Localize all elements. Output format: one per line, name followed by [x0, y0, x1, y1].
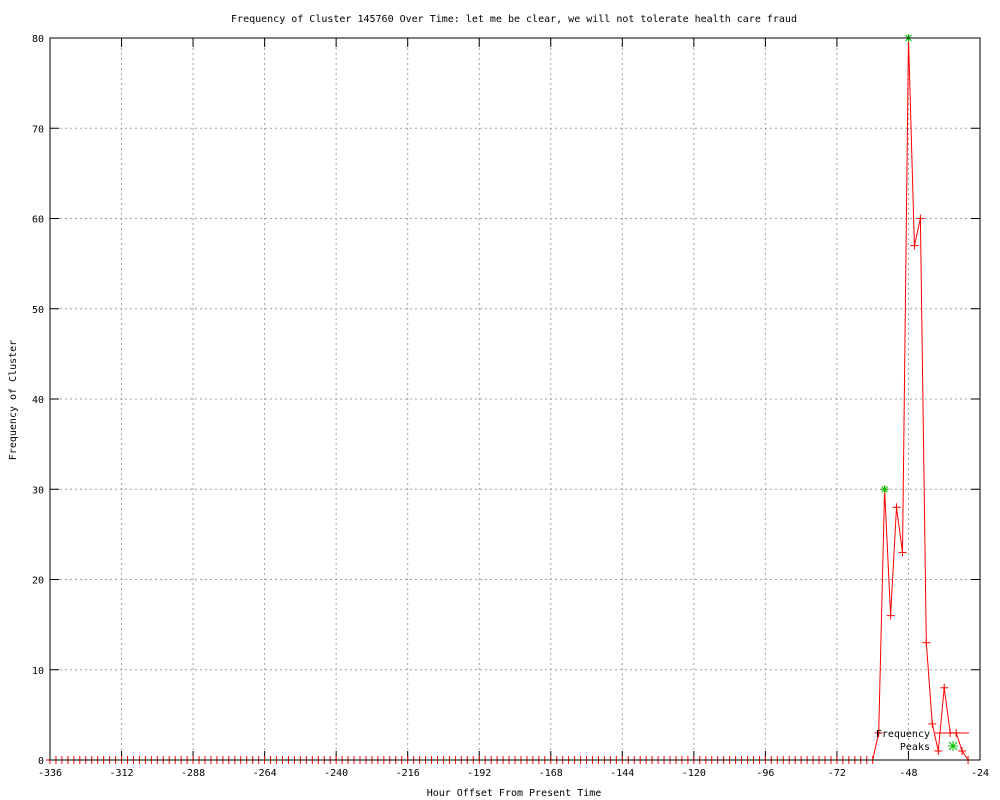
- frequency-point: [892, 503, 901, 512]
- frequency-point: [934, 746, 943, 755]
- frequency-point: [916, 214, 925, 223]
- axis-ticks: 0 10 20 30 40 50 60 70 80 -336 -312 -288 -264 -240 -21…: [32, 34, 989, 779]
- x-tick-label: -216: [396, 768, 420, 779]
- x-tick-label: -72: [828, 768, 846, 779]
- x-tick-label: -120: [682, 768, 706, 779]
- y-tick-label: 20: [32, 576, 44, 587]
- grid: [50, 38, 980, 760]
- x-tick-label: -192: [467, 768, 491, 779]
- y-tick-label: 40: [32, 395, 44, 406]
- y-tick-label: 30: [32, 485, 44, 496]
- chart-title: Frequency of Cluster 145760 Over Time: l…: [231, 14, 797, 25]
- y-tick-label: 80: [32, 34, 44, 45]
- legend: Frequency Peaks: [876, 729, 969, 753]
- frequency-point: [940, 683, 949, 692]
- frequency-point: [958, 746, 967, 755]
- legend-label-frequency: Frequency: [876, 729, 930, 740]
- x-tick-label: -312: [109, 768, 133, 779]
- x-tick-label: -48: [899, 768, 917, 779]
- series-layer: [46, 34, 973, 764]
- y-tick-label: 70: [32, 124, 44, 135]
- y-tick-label: 50: [32, 305, 44, 316]
- x-tick-label: -240: [324, 768, 348, 779]
- x-tick-label: -336: [38, 768, 62, 779]
- frequency-point: [874, 728, 883, 737]
- legend-key-peaks: [948, 741, 958, 751]
- y-tick-label: 0: [38, 756, 44, 767]
- plot-border: [49, 37, 981, 761]
- x-tick-label: -96: [756, 768, 774, 779]
- x-tick-label: -24: [971, 768, 989, 779]
- y-axis-label: Frequency of Cluster: [8, 340, 19, 460]
- x-tick-label: -264: [253, 768, 277, 779]
- legend-label-peaks: Peaks: [900, 742, 930, 753]
- frequency-point: [910, 241, 919, 250]
- frequency-point: [898, 548, 907, 557]
- y-tick-label: 10: [32, 666, 44, 677]
- x-tick-label: -288: [181, 768, 205, 779]
- frequency-point: [928, 719, 937, 728]
- peak-point: [880, 485, 889, 494]
- x-axis-label: Hour Offset From Present Time: [427, 788, 602, 799]
- frequency-point: [886, 611, 895, 620]
- x-tick-label: -168: [539, 768, 563, 779]
- x-tick-label: -144: [610, 768, 634, 779]
- frequency-point: [922, 638, 931, 647]
- y-tick-label: 60: [32, 215, 44, 226]
